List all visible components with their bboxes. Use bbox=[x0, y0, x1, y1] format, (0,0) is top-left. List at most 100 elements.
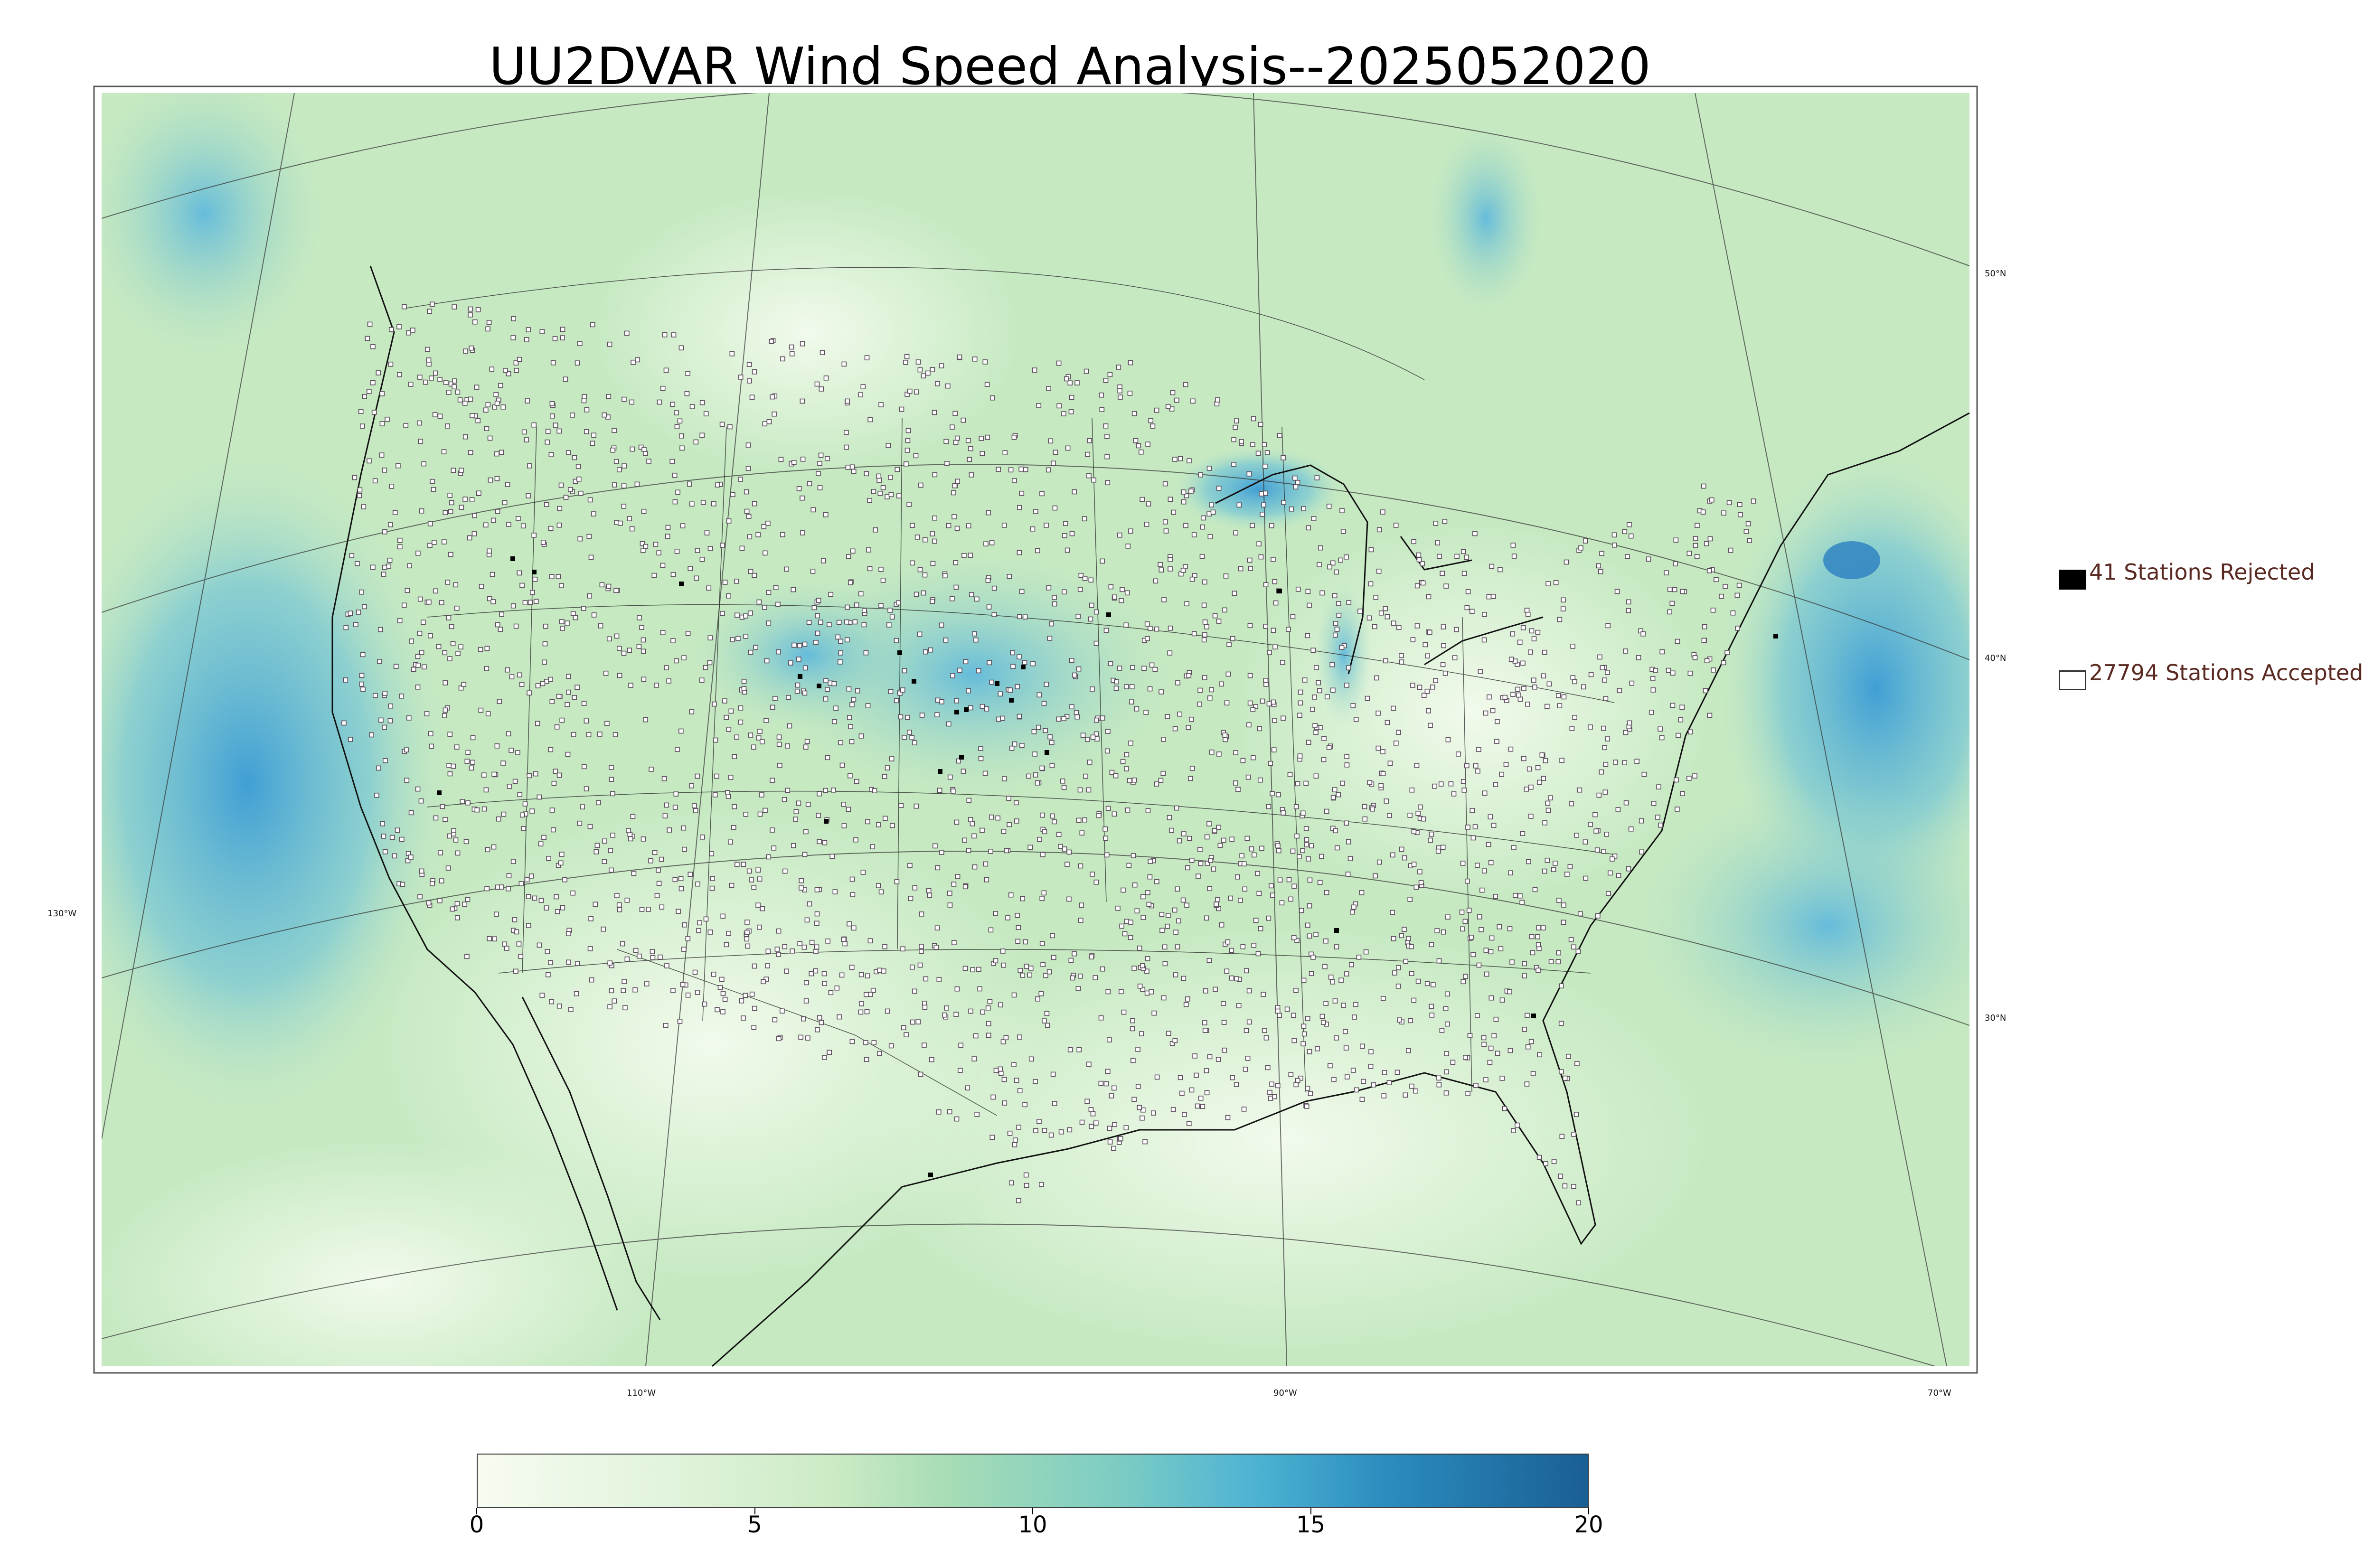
accepted-station bbox=[1078, 973, 1083, 979]
accepted-station bbox=[799, 878, 804, 883]
accepted-station bbox=[548, 452, 554, 458]
accepted-station bbox=[571, 732, 576, 737]
accepted-station bbox=[1406, 1048, 1411, 1053]
accepted-station bbox=[1380, 996, 1386, 1001]
accepted-station bbox=[1000, 1039, 1006, 1044]
accepted-station bbox=[743, 993, 748, 998]
accepted-station bbox=[1376, 527, 1382, 533]
accepted-station bbox=[492, 404, 497, 410]
accepted-station bbox=[1067, 1127, 1073, 1133]
accepted-station bbox=[1634, 759, 1639, 764]
accepted-station bbox=[641, 836, 646, 842]
accepted-station bbox=[1556, 898, 1562, 903]
accepted-station bbox=[1409, 787, 1415, 793]
accepted-station bbox=[1286, 627, 1291, 632]
accepted-station bbox=[1317, 688, 1322, 694]
accepted-station bbox=[694, 575, 699, 581]
accepted-station bbox=[381, 572, 386, 577]
accepted-station bbox=[1678, 717, 1684, 723]
accepted-station bbox=[1576, 1200, 1581, 1206]
accepted-station bbox=[1008, 687, 1013, 693]
accepted-station bbox=[969, 472, 974, 478]
accepted-station bbox=[1572, 715, 1577, 720]
accepted-station bbox=[499, 884, 504, 890]
accepted-station bbox=[1174, 805, 1179, 811]
accepted-station bbox=[1041, 890, 1047, 896]
accepted-station bbox=[769, 338, 774, 344]
accepted-station bbox=[419, 868, 424, 874]
accepted-station bbox=[755, 902, 761, 908]
accepted-station bbox=[555, 909, 560, 914]
accepted-station bbox=[1116, 365, 1121, 370]
accepted-station bbox=[989, 814, 994, 820]
accepted-station bbox=[867, 938, 873, 944]
accepted-station bbox=[1487, 694, 1492, 700]
accepted-station bbox=[527, 463, 532, 469]
accepted-station bbox=[1397, 1017, 1402, 1023]
accepted-station bbox=[1583, 839, 1588, 845]
accepted-station bbox=[1153, 578, 1159, 584]
accepted-station bbox=[839, 762, 845, 768]
accepted-station bbox=[427, 309, 433, 314]
accepted-station bbox=[707, 930, 713, 935]
accepted-station bbox=[1049, 763, 1055, 768]
accepted-station bbox=[1359, 1097, 1365, 1102]
accepted-station bbox=[788, 660, 793, 666]
accepted-station bbox=[1172, 726, 1178, 732]
accepted-station bbox=[746, 514, 752, 519]
accepted-station bbox=[802, 641, 808, 647]
accepted-station bbox=[359, 681, 364, 687]
accepted-station bbox=[1230, 1075, 1235, 1080]
accepted-station bbox=[1334, 569, 1339, 575]
accepted-station bbox=[871, 1040, 877, 1045]
accepted-station bbox=[1566, 1053, 1571, 1059]
accepted-station bbox=[922, 1005, 928, 1010]
accepted-station bbox=[1636, 655, 1641, 660]
accepted-station bbox=[682, 922, 688, 928]
accepted-station bbox=[1613, 760, 1618, 765]
accepted-station bbox=[950, 596, 955, 601]
accepted-station bbox=[1670, 703, 1676, 708]
accepted-station bbox=[855, 688, 860, 694]
accepted-station bbox=[1189, 858, 1195, 863]
accepted-station bbox=[587, 593, 592, 599]
accepted-station bbox=[782, 797, 787, 802]
accepted-station bbox=[814, 887, 820, 892]
accepted-station bbox=[1407, 813, 1413, 818]
accepted-station bbox=[425, 347, 430, 352]
accepted-station bbox=[1300, 848, 1305, 853]
accepted-station bbox=[559, 717, 565, 723]
accepted-station bbox=[1597, 654, 1602, 660]
accepted-station bbox=[617, 907, 622, 912]
accepted-station bbox=[1571, 944, 1576, 950]
accepted-station bbox=[517, 792, 523, 797]
accepted-station bbox=[1387, 761, 1393, 766]
accepted-station bbox=[695, 881, 700, 887]
accepted-station bbox=[1191, 631, 1197, 637]
accepted-station bbox=[1100, 558, 1105, 564]
accepted-station bbox=[1511, 845, 1517, 850]
accepted-station bbox=[610, 447, 615, 453]
accepted-station bbox=[1336, 792, 1341, 798]
accepted-station bbox=[1313, 730, 1319, 735]
accepted-station bbox=[790, 948, 795, 954]
accepted-station bbox=[406, 330, 411, 336]
accepted-station bbox=[1015, 913, 1020, 918]
accepted-station bbox=[664, 802, 669, 808]
accepted-station bbox=[1087, 438, 1092, 443]
accepted-station bbox=[1390, 852, 1395, 858]
accepted-station bbox=[1149, 662, 1155, 668]
accepted-station bbox=[670, 988, 676, 993]
accepted-station bbox=[993, 911, 998, 916]
accepted-station bbox=[983, 541, 989, 546]
accepted-station bbox=[1266, 915, 1272, 921]
accepted-station bbox=[817, 460, 822, 466]
accepted-station bbox=[1330, 560, 1336, 566]
accepted-station bbox=[1249, 846, 1254, 852]
accepted-station bbox=[772, 1017, 778, 1023]
accepted-station bbox=[1293, 988, 1299, 993]
accepted-station bbox=[865, 819, 870, 825]
accepted-station bbox=[360, 686, 366, 692]
accepted-station bbox=[1089, 954, 1094, 959]
accepted-station bbox=[404, 778, 410, 783]
